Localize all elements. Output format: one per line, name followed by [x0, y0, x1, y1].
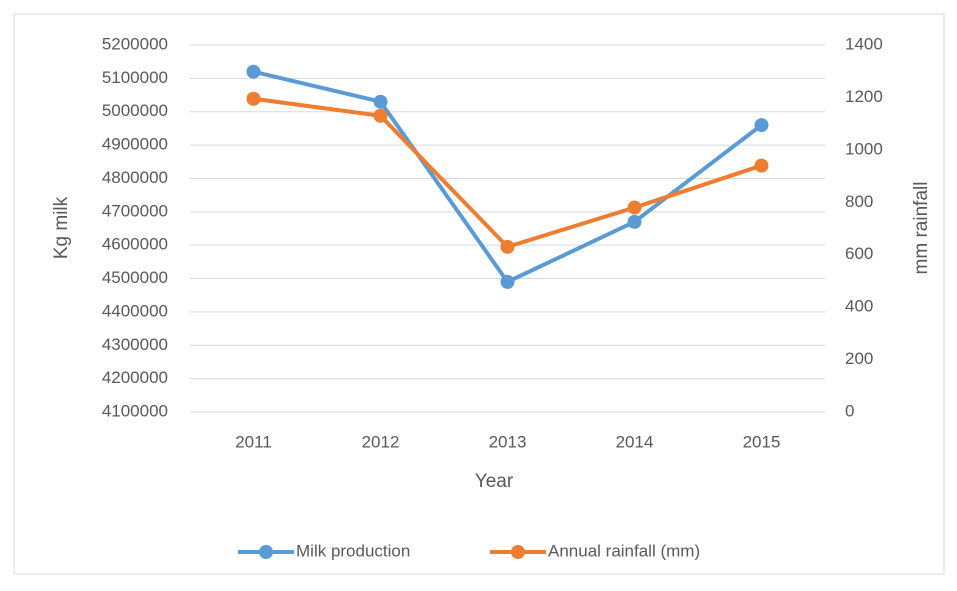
- y2-axis-title: mm rainfall: [911, 182, 932, 275]
- point: [246, 91, 261, 106]
- y2-tick-label: 800: [845, 192, 873, 211]
- point: [754, 118, 769, 133]
- x-tick-label: 2011: [235, 432, 272, 451]
- y-tick-label: 5100000: [102, 68, 168, 87]
- legend-marker: [511, 545, 525, 559]
- point: [627, 200, 642, 215]
- y2-tick-label: 200: [845, 349, 873, 368]
- point: [373, 94, 388, 109]
- y-tick-label: 4700000: [102, 201, 168, 220]
- x-tick-label: 2012: [362, 432, 400, 451]
- y-tick-label: 4400000: [102, 301, 168, 320]
- y2-tick-label: 600: [845, 244, 873, 263]
- y2-tick-label: 400: [845, 297, 873, 316]
- y2-tick-label: 1000: [845, 139, 883, 158]
- point: [754, 158, 769, 173]
- y-tick-label: 4300000: [102, 335, 168, 354]
- y-tick-label: 4500000: [102, 268, 168, 287]
- y-axis-title: Kg milk: [51, 196, 72, 259]
- y-tick-label: 4600000: [102, 235, 168, 254]
- y-tick-label: 4900000: [102, 135, 168, 154]
- legend-marker: [259, 545, 273, 559]
- x-tick-label: 2013: [489, 432, 527, 451]
- chart-border: [13, 13, 945, 575]
- y-tick-label: 5000000: [102, 101, 168, 120]
- y-tick-label: 4100000: [102, 401, 168, 420]
- point: [627, 214, 642, 229]
- y2-tick-label: 1200: [845, 87, 883, 106]
- point: [246, 64, 261, 79]
- x-tick-label: 2014: [616, 432, 654, 451]
- legend-label: Milk production: [296, 541, 410, 560]
- x-tick-label: 2015: [743, 432, 781, 451]
- y2-tick-label: 1400: [845, 34, 883, 53]
- point: [500, 274, 515, 289]
- y2-tick-label: 0: [845, 401, 854, 420]
- y-tick-label: 4800000: [102, 168, 168, 187]
- point: [373, 108, 388, 123]
- legend-label: Annual rainfall (mm): [548, 541, 700, 560]
- y-tick-label: 5200000: [102, 34, 168, 53]
- x-axis-title: Year: [475, 471, 514, 492]
- point: [500, 239, 515, 254]
- y-tick-label: 4200000: [102, 368, 168, 387]
